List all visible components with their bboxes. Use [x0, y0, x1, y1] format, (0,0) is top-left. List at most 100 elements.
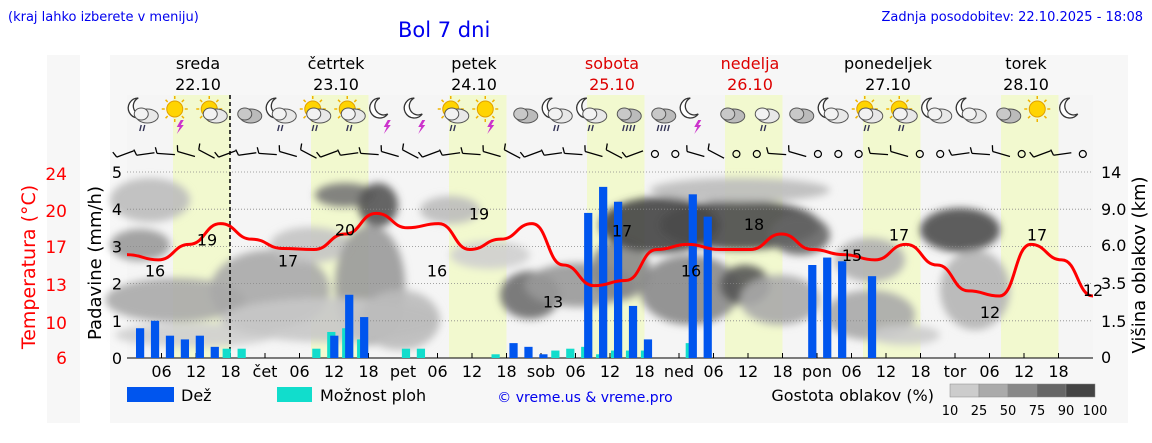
- wind-barb: [867, 147, 889, 156]
- x-tick-label: 18: [910, 362, 930, 381]
- wind-barb-feather: [867, 147, 871, 154]
- density-swatch: [1036, 383, 1067, 398]
- wind-barb-feather: [889, 145, 892, 152]
- moon-thunder-icon: [369, 97, 391, 134]
- shower-bar: [312, 348, 321, 358]
- precip-tick-label: 2: [112, 275, 122, 294]
- cloud-blob: [105, 278, 245, 322]
- copyright-link[interactable]: © vreme.us & vreme.pro: [497, 390, 672, 406]
- cloud-icon: [237, 107, 263, 124]
- rain-drop: [142, 124, 146, 132]
- x-tick-label: 18: [634, 362, 654, 381]
- wind-barb: [969, 147, 990, 156]
- sun-disc: [1028, 100, 1046, 118]
- location-hint-link[interactable]: (kraj lahko izberete v meniju): [8, 10, 199, 25]
- rain-drop: [763, 124, 767, 132]
- wind-barb-feather: [460, 147, 464, 154]
- wind-barb-feather: [401, 143, 405, 150]
- temperature-tick-label: 17: [45, 238, 67, 258]
- moon-cloud-rain-icon: [127, 97, 159, 132]
- wind-barb-shaft: [218, 150, 236, 158]
- wind-barb-shaft: [686, 150, 705, 158]
- sun-ray: [855, 115, 859, 119]
- wind-calm-mark: [1017, 149, 1026, 159]
- temperature-tick-label: 13: [45, 276, 67, 296]
- wind-barb-feather: [584, 145, 586, 152]
- rain-drop: [867, 124, 870, 132]
- wind-barb-feather: [969, 147, 973, 154]
- weather-icon-row: [127, 96, 1079, 134]
- wind-barb: [1050, 149, 1072, 156]
- wind-barb-shaft: [971, 152, 990, 156]
- shower-bar: [416, 348, 426, 358]
- shower-bar: [566, 348, 575, 358]
- temperature-label: 12: [980, 303, 1000, 322]
- cloud-icon: [789, 107, 815, 124]
- wind-barb: [112, 150, 134, 158]
- temperature-tick-label: 20: [45, 202, 67, 222]
- x-tick-label: 12: [876, 362, 896, 381]
- lightning-bolt: [694, 120, 702, 134]
- rain-drop: [660, 124, 663, 132]
- rain-bar: [599, 186, 608, 358]
- x-tick-label: pon: [802, 362, 832, 381]
- rain-bar: [628, 305, 638, 358]
- cloud-shape: [823, 107, 839, 121]
- wind-calm-mark: [813, 149, 823, 159]
- wind-barb: [562, 147, 583, 156]
- temperature-label: 17: [889, 225, 909, 244]
- day-date: 23.10: [313, 75, 359, 94]
- cloud-blob: [110, 178, 190, 222]
- wind-barb: [766, 147, 787, 156]
- wind-barb-shaft: [992, 150, 1011, 158]
- cloud-blob: [420, 196, 480, 224]
- cloud-blob: [650, 178, 830, 202]
- temperature-label: 13: [543, 293, 563, 312]
- rain-bar: [823, 257, 832, 358]
- wind-barb-shaft: [198, 149, 215, 159]
- wind-barb-feather: [562, 147, 566, 154]
- wind-barb-shaft: [340, 152, 359, 156]
- wind-barb-shaft: [605, 149, 623, 159]
- wind-barb-shaft: [402, 149, 419, 159]
- wind-barb-shaft: [564, 152, 583, 156]
- cloud-shape: [340, 107, 356, 121]
- temperature-line: [126, 211, 1094, 298]
- density-step-label: 50: [1000, 404, 1017, 419]
- moon-cloud-rain-icon: [265, 97, 297, 132]
- moon-shape: [403, 97, 423, 119]
- sun-ray: [337, 99, 341, 103]
- wind-barb: [256, 147, 277, 156]
- rain-bar: [165, 335, 175, 358]
- cloud-height-axis: 0 1.5 3.5 6.0 9.0 14: [1101, 163, 1126, 367]
- sun-ray: [353, 99, 357, 103]
- sun-ray: [441, 99, 445, 103]
- cloud-height-tick-label: 1.5: [1101, 312, 1126, 331]
- wind-barb-row: [112, 143, 1087, 159]
- cloud-height-tick-label: 14: [1101, 163, 1121, 182]
- cloud-shape: [720, 107, 736, 121]
- temperature-label: 19: [197, 231, 217, 250]
- rain-drop: [863, 124, 867, 132]
- rain-bar: [210, 346, 219, 358]
- cloud-rain-icon: [754, 107, 780, 132]
- wind-barb: [380, 145, 399, 158]
- rain-drop: [139, 124, 142, 132]
- cloud-icon: [720, 107, 746, 124]
- x-tick-label: 12: [600, 362, 620, 381]
- wind-barb-shaft: [156, 152, 175, 156]
- cloud-shape: [444, 107, 460, 121]
- cloud-shape: [237, 107, 253, 121]
- wind-barb-feather: [621, 151, 627, 158]
- wind-barb-shaft: [768, 152, 787, 156]
- cloud-height-tick-label: 0: [1101, 348, 1111, 367]
- cloud-shape: [306, 107, 322, 121]
- x-tick-label: 06: [289, 362, 309, 381]
- moon-cloud-rain-icon: [576, 97, 608, 132]
- wind-barb: [707, 143, 725, 159]
- rain-drop: [453, 124, 456, 132]
- density-step-label: 75: [1029, 404, 1046, 419]
- wind-barb: [503, 143, 521, 159]
- rain-bar: [195, 335, 204, 358]
- temperature-label: 17: [612, 221, 632, 240]
